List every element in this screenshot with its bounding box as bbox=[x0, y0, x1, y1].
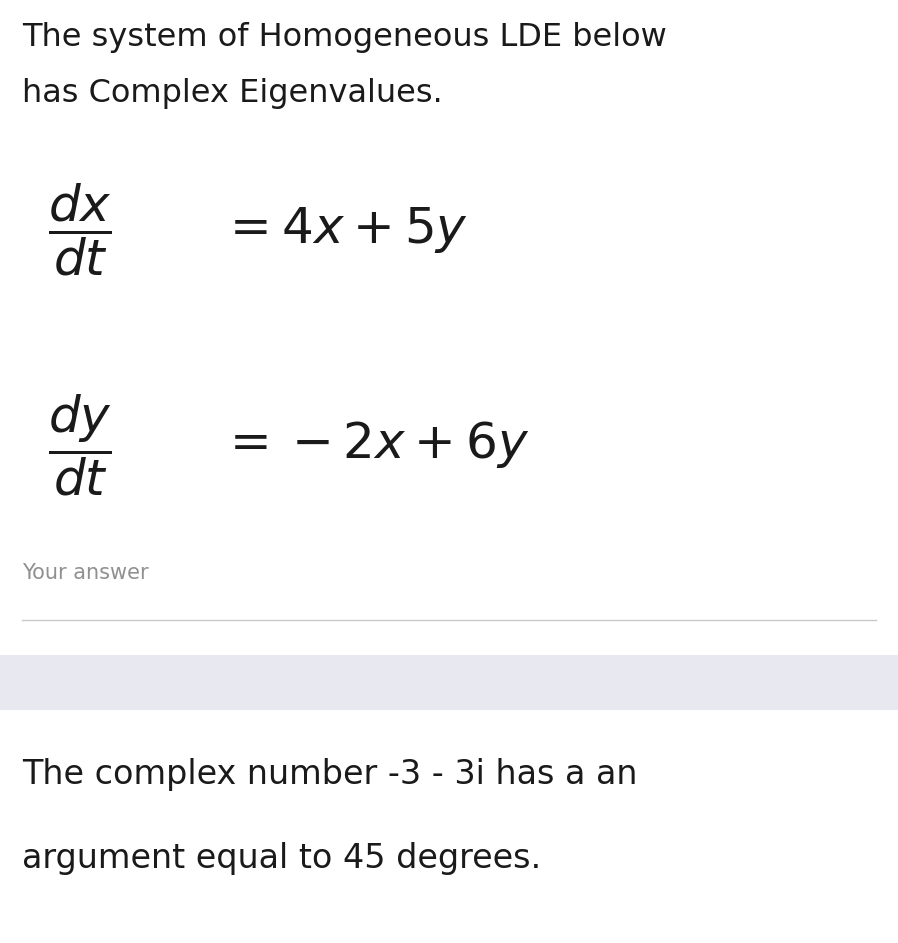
Text: The system of Homogeneous LDE below: The system of Homogeneous LDE below bbox=[22, 22, 666, 53]
Text: $\dfrac{dx}{dt}$: $\dfrac{dx}{dt}$ bbox=[48, 182, 111, 278]
Text: The complex number -3 - 3i has a an: The complex number -3 - 3i has a an bbox=[22, 758, 638, 791]
Text: has Complex Eigenvalues.: has Complex Eigenvalues. bbox=[22, 78, 443, 109]
Text: argument equal to 45 degrees.: argument equal to 45 degrees. bbox=[22, 842, 541, 875]
Text: $= 4x + 5y$: $= 4x + 5y$ bbox=[220, 205, 468, 255]
Text: $= -2x + 6y$: $= -2x + 6y$ bbox=[220, 420, 530, 471]
Bar bbox=[0, 655, 898, 710]
Text: $\dfrac{dy}{dt}$: $\dfrac{dy}{dt}$ bbox=[48, 392, 112, 498]
Text: Your answer: Your answer bbox=[22, 563, 149, 583]
